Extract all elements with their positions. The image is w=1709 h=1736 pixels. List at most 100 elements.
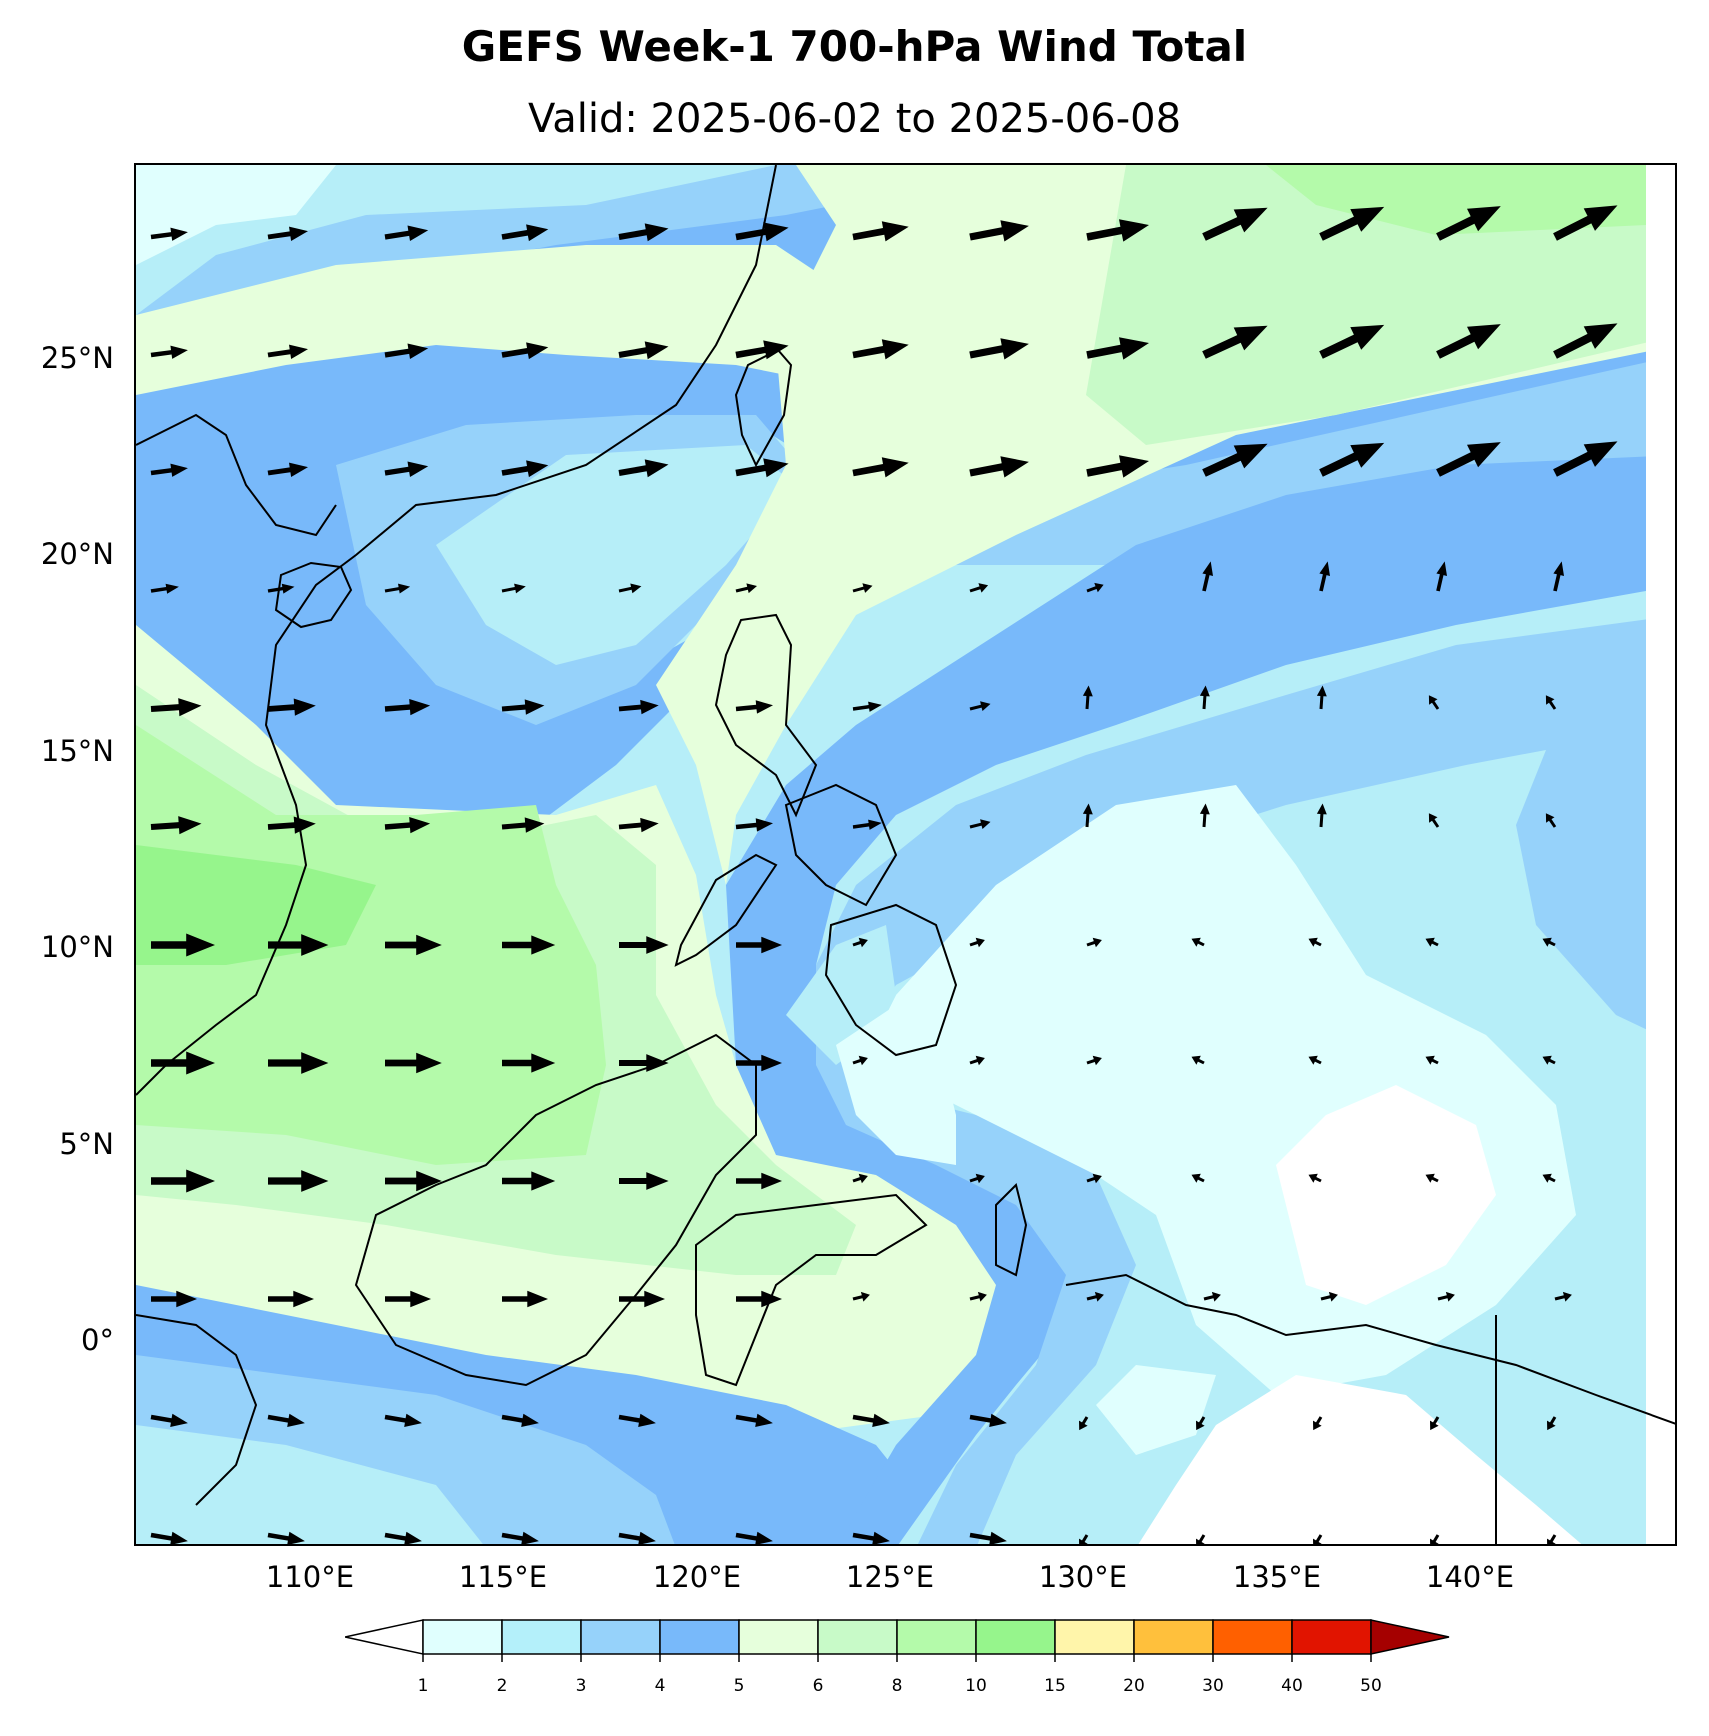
wind-arrow xyxy=(385,1290,431,1308)
wind-map xyxy=(136,165,1675,1544)
wind-arrow xyxy=(1547,1416,1557,1431)
wind-arrow xyxy=(1547,1534,1557,1544)
colorbar-cell xyxy=(975,1619,1056,1655)
wind-arrow xyxy=(1553,323,1618,359)
wind-arrow xyxy=(1086,1173,1102,1184)
wind-arrow xyxy=(852,457,909,478)
wind-arrow xyxy=(502,935,556,955)
wind-arrow xyxy=(1308,1173,1322,1183)
wind-arrow xyxy=(151,1169,215,1193)
wind-arrow xyxy=(619,1290,665,1308)
wind-arrow xyxy=(267,583,295,594)
wind-arrow xyxy=(735,700,773,714)
lon-label-140e: 140°E xyxy=(1425,1560,1515,1594)
wind-arrow xyxy=(268,1170,329,1192)
lat-label-25n: 25°N xyxy=(40,341,114,375)
wind-arrow xyxy=(150,1413,188,1427)
wind-arrow xyxy=(969,583,989,593)
colorbar-cell xyxy=(659,1619,740,1655)
wind-arrow xyxy=(618,1413,656,1427)
wind-arrow xyxy=(852,701,882,712)
wind-arrow xyxy=(1428,695,1440,710)
wind-arrow xyxy=(969,1531,1007,1544)
wind-arrow xyxy=(150,583,179,594)
colorbar-cell xyxy=(738,1619,819,1655)
wind-arrow xyxy=(1545,695,1557,710)
wind-arrow xyxy=(852,339,909,360)
speed-band-1-2 xyxy=(136,165,336,265)
colorbar-over-extend xyxy=(1370,1619,1450,1655)
speed-band-2-3-inner xyxy=(436,445,796,665)
lat-label-5n: 5°N xyxy=(59,1127,114,1161)
wind-arrow xyxy=(1316,803,1327,828)
wind-arrows xyxy=(150,205,1618,1544)
wind-arrow xyxy=(735,1531,773,1544)
coastlines xyxy=(136,165,1675,1544)
wind-arrow xyxy=(1319,442,1385,477)
wind-arrow xyxy=(502,1053,556,1073)
wind-arrow xyxy=(852,1531,890,1544)
wind-arrow xyxy=(1308,1055,1322,1065)
wind-arrow xyxy=(852,1291,870,1302)
coast-borneo xyxy=(354,1033,757,1387)
wind-arrow xyxy=(501,1531,539,1544)
wind-arrow xyxy=(267,226,308,241)
wind-arrow xyxy=(736,1172,782,1190)
colorbar-cell xyxy=(1212,1619,1293,1655)
wind-arrow xyxy=(1202,561,1213,592)
wind-arrow xyxy=(1196,1534,1206,1544)
wind-arrow xyxy=(501,224,549,242)
wind-arrow xyxy=(1082,803,1093,828)
speed-band-3-4-east xyxy=(1516,647,1675,1044)
colorbar-cell xyxy=(1133,1619,1214,1655)
colorbar-tick-label: 1 xyxy=(417,1676,429,1696)
wind-arrow xyxy=(1082,685,1093,710)
wind-arrow xyxy=(969,1291,987,1302)
speed-band-3-4-ph xyxy=(816,615,1675,1544)
wind-arrow xyxy=(384,343,429,359)
wind-arrow xyxy=(735,340,789,360)
colorbar-tick-label: 10 xyxy=(965,1676,987,1696)
wind-arrow xyxy=(618,459,669,478)
wind-arrow xyxy=(384,1413,422,1427)
wind-arrow xyxy=(852,221,909,242)
speed-band-6-8-ne xyxy=(1086,165,1675,445)
speed-band-lt1-center xyxy=(1276,1085,1496,1305)
colorbar-cell xyxy=(1054,1619,1135,1655)
wind-arrow xyxy=(1086,1291,1104,1302)
wind-arrow xyxy=(501,460,549,478)
wind-arrow xyxy=(1202,443,1268,477)
wind-arrow xyxy=(268,1290,314,1308)
wind-arrow xyxy=(502,1171,556,1191)
wind-arrow xyxy=(1086,337,1149,360)
wind-arrow xyxy=(501,817,545,833)
wind-arrow xyxy=(384,225,429,241)
wind-arrow xyxy=(735,583,757,594)
colorbar-cell xyxy=(580,1619,661,1655)
colorbar-cell xyxy=(501,1619,582,1655)
wind-arrow xyxy=(150,816,202,835)
wind-arrow xyxy=(150,698,202,717)
colorbar-tick-label: 20 xyxy=(1123,1676,1145,1696)
wind-arrow xyxy=(618,1531,656,1544)
wind-arrow xyxy=(1553,205,1618,241)
speed-band-2-3-s xyxy=(136,1425,483,1544)
wind-arrow xyxy=(1425,937,1439,947)
wind-arrow xyxy=(969,1173,985,1184)
wind-arrow xyxy=(736,1290,782,1308)
lon-label-115e: 115°E xyxy=(458,1560,548,1594)
wind-arrow xyxy=(852,1413,890,1427)
wind-arrow xyxy=(1191,1173,1205,1183)
wind-arrow xyxy=(969,819,991,829)
chart-title: GEFS Week-1 700-hPa Wind Total xyxy=(461,22,1248,71)
wind-arrow xyxy=(1545,813,1557,828)
wind-arrow xyxy=(267,816,316,834)
lon-label-125e: 125°E xyxy=(845,1560,935,1594)
speed-band-1-2-sulu xyxy=(836,1005,956,1165)
wind-arrow xyxy=(618,699,659,715)
speed-band-4-5-ph xyxy=(726,455,1675,1544)
wind-arrow xyxy=(150,227,188,241)
wind-arrow xyxy=(969,701,991,711)
colorbar-under-extend xyxy=(345,1619,424,1655)
lon-label-135e: 135°E xyxy=(1232,1560,1322,1594)
